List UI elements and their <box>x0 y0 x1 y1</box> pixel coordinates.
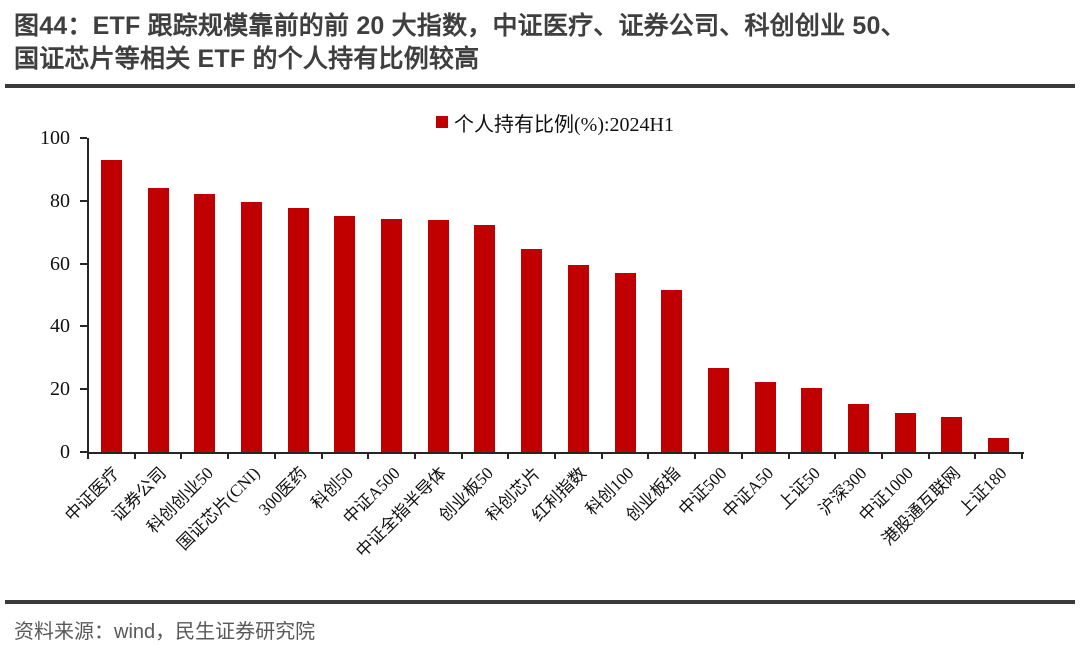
y-axis-tick <box>80 451 87 453</box>
bar <box>754 381 776 452</box>
x-axis-tick <box>1021 452 1023 459</box>
figure-title-line2: 国证芯片等相关 ETF 的个人持有比例较高 <box>14 45 480 73</box>
bar <box>521 248 543 452</box>
source-note: 资料来源：wind，民生证券研究院 <box>14 621 316 643</box>
x-axis-tick <box>880 452 883 459</box>
x-axis-tick <box>554 452 556 459</box>
bar <box>988 438 1010 452</box>
figure-title: 图44：ETF 跟踪规模靠前的前 20 大指数，中证医疗、证券公司、科创创业 5… <box>14 10 1070 76</box>
figure-title-line1: 图44：ETF 跟踪规模靠前的前 20 大指数，中证医疗、证券公司、科创创业 5… <box>14 12 906 40</box>
bar <box>614 273 636 452</box>
bar <box>194 193 216 452</box>
bar <box>381 219 403 452</box>
x-axis-labels: 中证医疗 证券公司 科创创业50 国证芯片(CNI) 300医药 科创50 中证A500 中证… <box>62 460 1022 620</box>
x-axis-tick <box>460 452 463 459</box>
bar <box>147 187 169 452</box>
bar <box>287 208 309 452</box>
bar <box>848 404 870 452</box>
y-axis-tick <box>80 262 87 265</box>
x-axis-tick <box>367 452 370 459</box>
y-axis-tick-label: 20 <box>50 378 70 401</box>
x-axis-tick <box>974 452 977 459</box>
chart-legend: 个人持有比例(%):2024H1 <box>88 110 1022 136</box>
x-axis-tick <box>413 452 416 459</box>
bar <box>894 413 916 452</box>
y-axis-tick <box>80 325 87 328</box>
y-axis-tick <box>80 137 87 139</box>
title-divider <box>5 84 1075 88</box>
y-axis-tick-label: 60 <box>50 252 70 275</box>
x-axis-label: 300医药 <box>254 463 311 520</box>
legend-label: 个人持有比例(%):2024H1 <box>454 113 674 136</box>
x-axis-tick <box>694 452 697 459</box>
bar <box>941 417 963 452</box>
bar <box>474 225 496 452</box>
y-axis-tick-label: 80 <box>50 189 70 212</box>
y-axis-tick-label: 100 <box>40 127 70 149</box>
x-axis-tick <box>740 452 743 459</box>
x-axis-label: 中证A50 <box>718 463 778 522</box>
x-axis-tick <box>180 452 183 459</box>
bar <box>567 265 589 452</box>
bar <box>334 215 356 452</box>
bar <box>661 289 683 452</box>
x-axis-tick <box>927 452 930 459</box>
x-axis-tick <box>647 452 650 459</box>
y-axis-tick-label: 0 <box>60 441 70 463</box>
x-axis-tick <box>507 452 510 459</box>
bar <box>427 219 449 452</box>
x-axis-tick <box>320 452 323 459</box>
y-axis-line <box>87 138 89 454</box>
y-axis-tick <box>80 388 87 391</box>
x-axis-tick <box>273 452 276 459</box>
legend-swatch <box>436 116 448 128</box>
x-axis-tick <box>133 452 136 459</box>
footer-divider <box>5 600 1075 604</box>
plot-area <box>88 138 1022 452</box>
x-axis-tick <box>834 452 837 459</box>
bar <box>100 160 122 452</box>
x-axis-tick <box>227 452 230 459</box>
bar <box>240 201 262 452</box>
x-axis-tick <box>787 452 790 459</box>
x-axis-label: 上证180 <box>955 463 1011 520</box>
y-axis-tick <box>80 199 87 202</box>
x-axis-tick <box>600 452 603 459</box>
bar <box>801 388 823 452</box>
bar <box>707 367 729 452</box>
y-axis-tick-label: 40 <box>50 315 70 338</box>
x-axis-tick <box>87 452 89 459</box>
